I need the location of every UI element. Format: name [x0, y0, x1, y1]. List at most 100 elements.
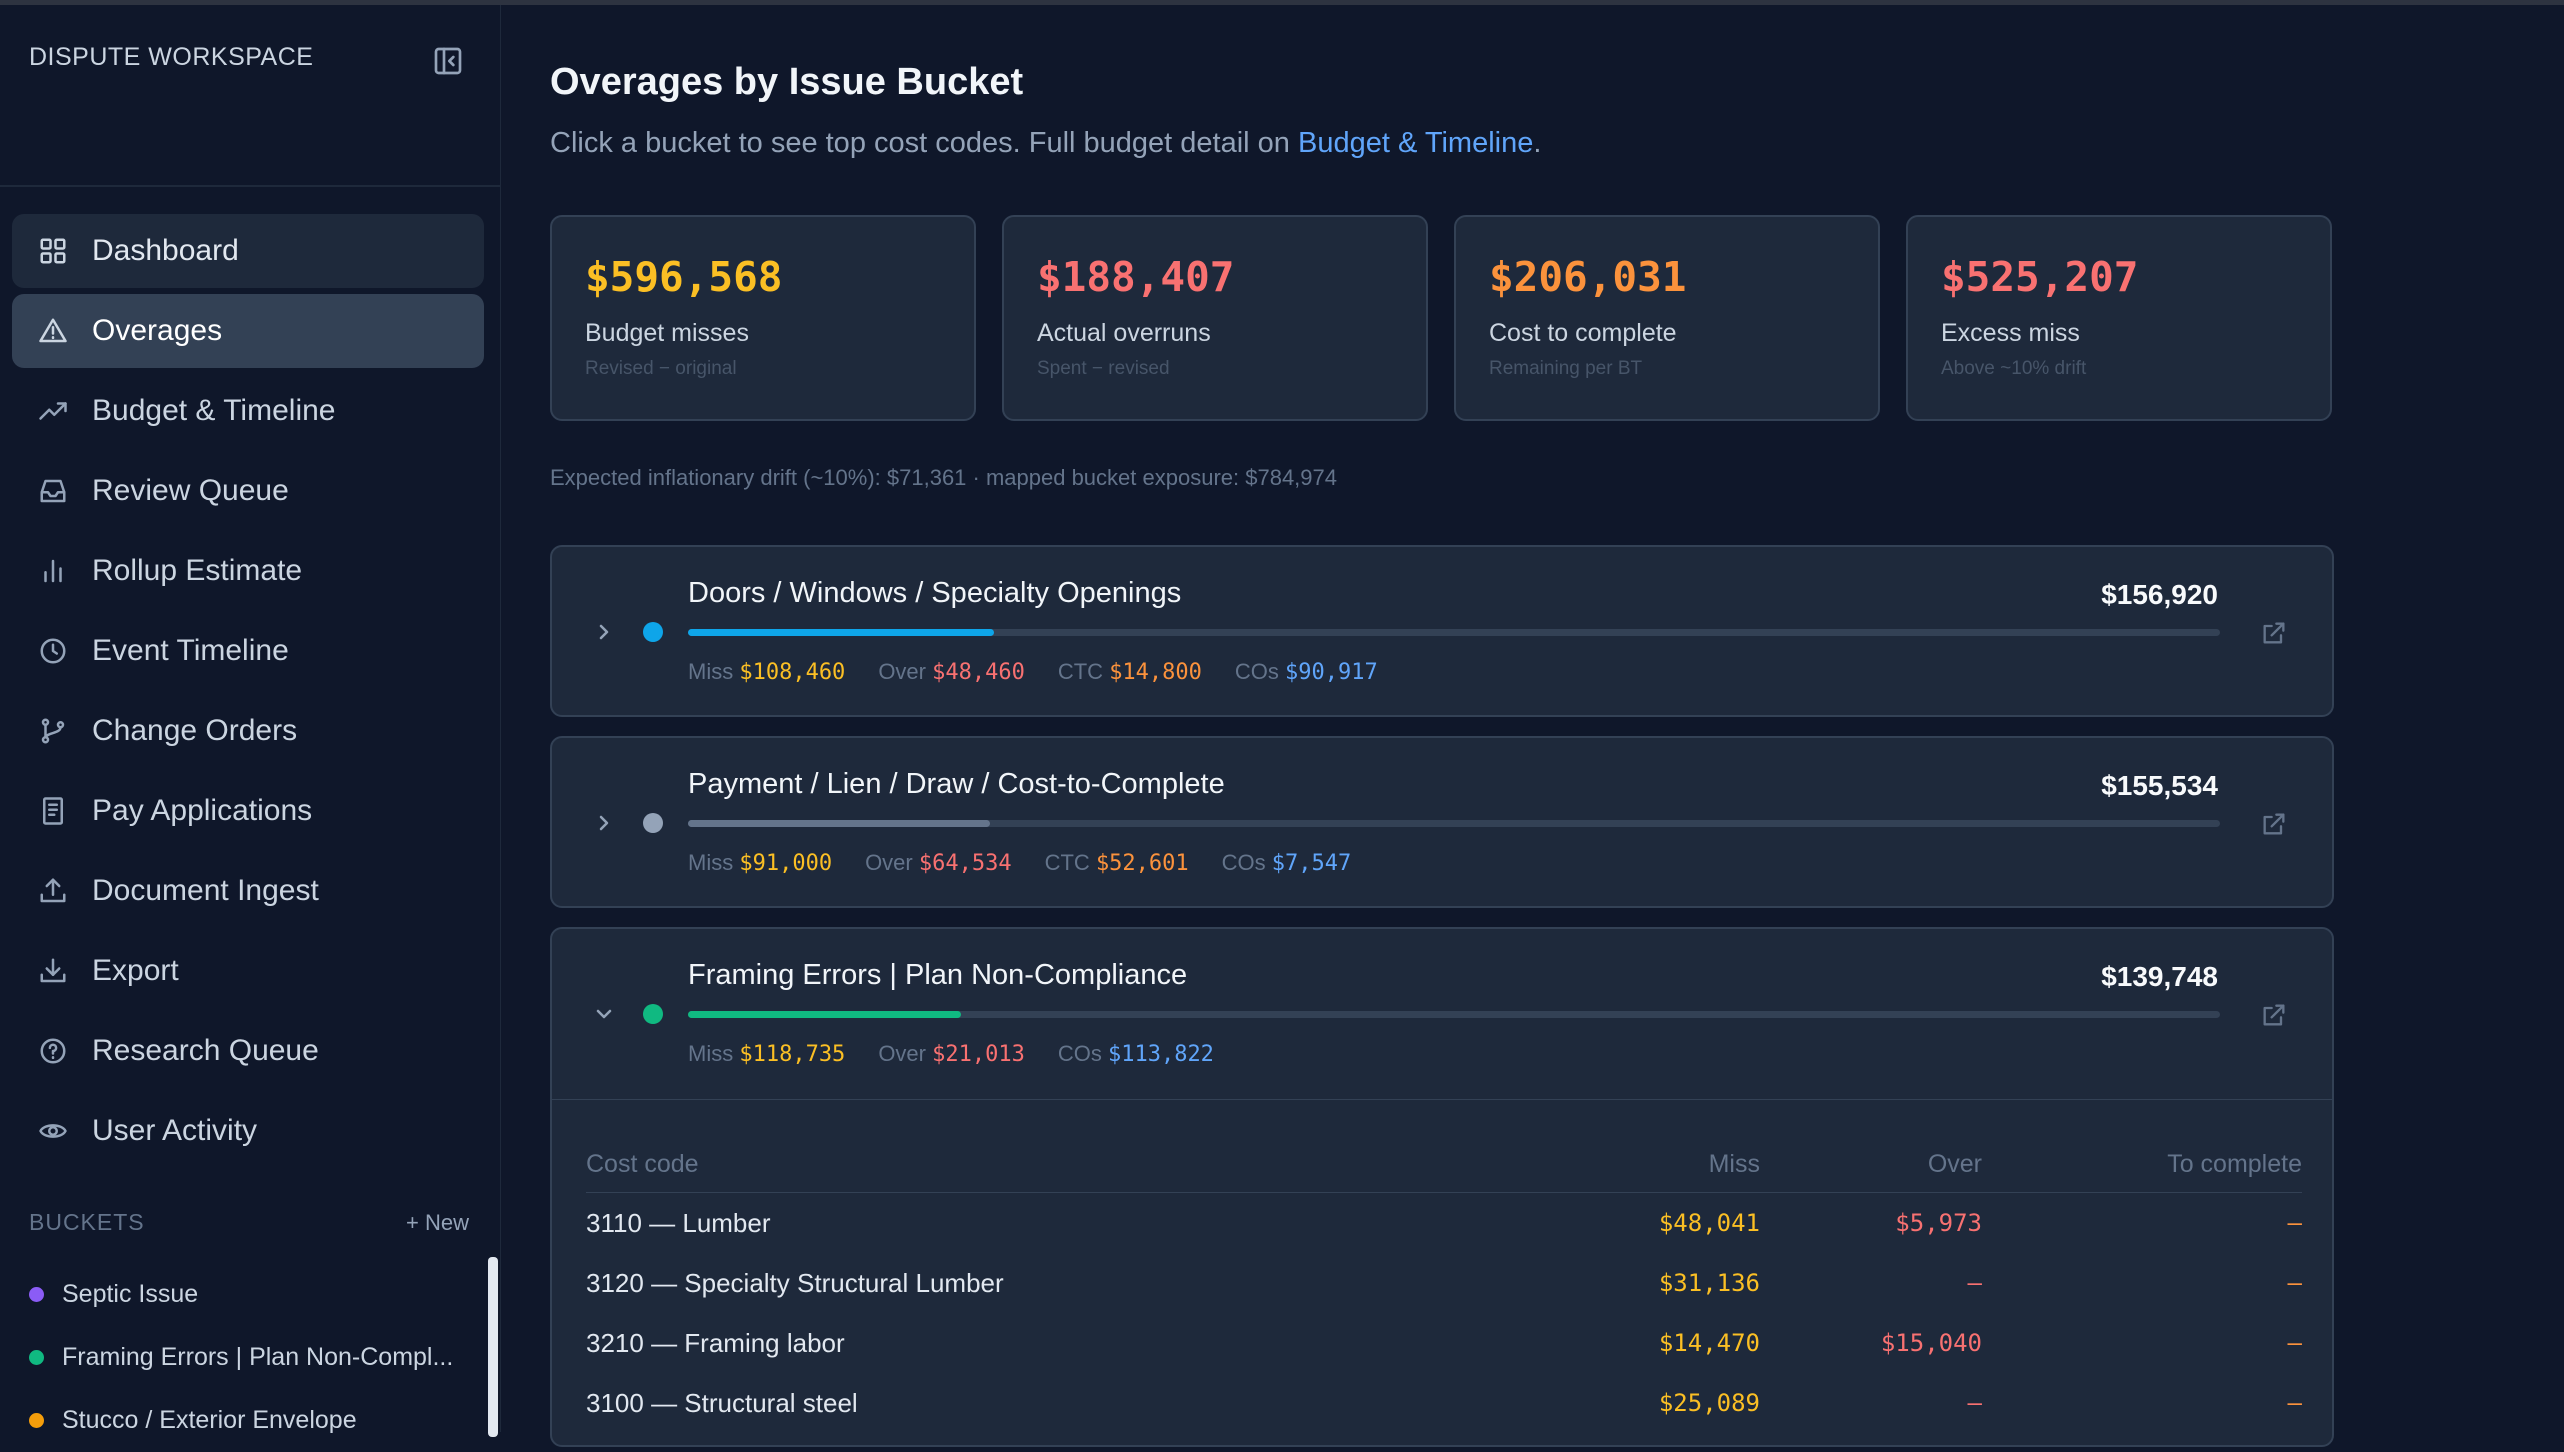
metric-value: $91,000 [739, 851, 833, 876]
metric-label: Over [878, 1041, 926, 1066]
bucket-name[interactable]: Doors / Windows / Specialty Openings [688, 577, 1182, 609]
metric-value: $90,917 [1285, 660, 1378, 685]
bucket-total: $155,534 [2101, 770, 2218, 801]
trending-up-icon [38, 396, 68, 426]
bucket-name[interactable]: Payment / Lien / Draw / Cost-to-Complete [688, 768, 1225, 800]
sidebar-item-pay-applications[interactable]: Pay Applications [12, 774, 484, 848]
external-link-icon[interactable] [2260, 619, 2288, 647]
metric-value: $108,460 [739, 660, 846, 685]
bucket-color-dot [29, 1287, 44, 1302]
cost-code-cell: 3120 — Specialty Structural Lumber [586, 1267, 1004, 1298]
to-complete-cell: – [2287, 1209, 2302, 1237]
stat-hint: Revised − original [585, 358, 737, 379]
metric-label: Miss [688, 659, 734, 684]
upload-icon [38, 876, 68, 906]
miss-cell: $14,470 [1658, 1329, 1760, 1357]
collapse-sidebar-button[interactable] [432, 45, 464, 77]
sidebar-item-label: Event Timeline [92, 634, 289, 667]
to-complete-cell: – [2287, 1269, 2302, 1297]
cost-code-cell: 3210 — Framing labor [586, 1327, 845, 1358]
metric-ctc: CTC $52,601 [1045, 850, 1189, 876]
bucket-color-dot [29, 1413, 44, 1428]
over-cell: $15,040 [1880, 1329, 1982, 1357]
chevron-down-icon[interactable] [592, 1002, 616, 1026]
sidebar-bucket-item[interactable]: Septic Issue [29, 1263, 469, 1326]
bucket-card[interactable]: Framing Errors | Plan Non-Compliance $139… [550, 927, 2334, 1447]
new-bucket-button[interactable]: + New [406, 1209, 469, 1235]
sidebar-scrollbar[interactable] [488, 1257, 498, 1437]
external-link-icon[interactable] [2260, 810, 2288, 838]
metric-label: COs [1057, 1041, 1102, 1066]
sidebar-item-dashboard[interactable]: Dashboard [12, 214, 484, 288]
sidebar-item-research-queue[interactable]: Research Queue [12, 1014, 484, 1088]
column-header: To complete [2167, 1149, 2302, 1178]
metric-label: Over [865, 850, 913, 875]
metric-miss: Miss $118,735 [688, 1041, 845, 1067]
dashboard-grid-icon [38, 236, 68, 266]
metric-miss: Miss $91,000 [688, 850, 832, 876]
sidebar-item-export[interactable]: Export [12, 934, 484, 1008]
over-cell: $5,973 [1895, 1209, 1982, 1237]
sidebar-item-budget-timeline[interactable]: Budget & Timeline [12, 374, 484, 448]
bucket-label: Framing Errors | Plan Non-Compl... [62, 1343, 454, 1371]
sidebar-bucket-item[interactable]: Stucco / Exterior Envelope [29, 1389, 469, 1452]
sidebar-item-label: User Activity [92, 1114, 258, 1147]
metric-value: $21,013 [932, 1042, 1025, 1067]
sidebar-item-user-activity[interactable]: User Activity [12, 1094, 484, 1168]
bucket-progress-fill [688, 1011, 961, 1018]
stat-cards: $596,568 Budget misses Revised − original $… [550, 215, 2334, 421]
sidebar-item-label: Dashboard [92, 234, 239, 267]
bucket-progress-fill [688, 629, 995, 636]
chevron-right-icon[interactable] [592, 620, 616, 644]
table-row[interactable]: 3210 — Framing labor $14,470 $15,040 – [586, 1313, 2302, 1373]
sidebar-item-overages[interactable]: Overages [12, 294, 484, 368]
column-header: Cost code [586, 1149, 699, 1178]
bucket-name[interactable]: Framing Errors | Plan Non-Compliance [688, 959, 1188, 991]
external-link-icon[interactable] [2260, 1001, 2288, 1029]
stat-card: $188,407 Actual overruns Spent − revised [1002, 215, 1428, 421]
sidebar-item-event-timeline[interactable]: Event Timeline [12, 614, 484, 688]
stat-value: $596,568 [585, 253, 783, 301]
metric-label: CTC [1057, 659, 1104, 684]
metric-over: Over $64,534 [865, 850, 1012, 876]
sidebar-item-review-queue[interactable]: Review Queue [12, 454, 484, 528]
bucket-label: Septic Issue [62, 1280, 199, 1308]
metric-value: $48,460 [932, 660, 1025, 685]
metric-miss: Miss $108,460 [688, 659, 845, 685]
workspace-title: DISPUTE WORKSPACE [29, 43, 314, 71]
sidebar-item-document-ingest[interactable]: Document Ingest [12, 854, 484, 928]
sidebar-item-label: Pay Applications [92, 794, 313, 827]
stat-label: Cost to complete [1489, 319, 1677, 347]
bucket-status-dot [643, 1004, 663, 1024]
sidebar-bucket-item[interactable]: Framing Errors | Plan Non-Compl... [29, 1326, 469, 1389]
bucket-card[interactable]: Doors / Windows / Specialty Openings $156… [550, 545, 2334, 717]
metric-over: Over $21,013 [878, 1041, 1025, 1067]
stat-card: $525,207 Excess miss Above ~10% drift [1906, 215, 2332, 421]
metric-ctc: CTC $14,800 [1058, 659, 1202, 685]
bucket-card[interactable]: Payment / Lien / Draw / Cost-to-Complete… [550, 736, 2334, 908]
metric-label: Miss [688, 850, 734, 875]
bucket-status-dot [643, 622, 663, 642]
inbox-icon [38, 476, 68, 506]
buckets-header: BUCKETS + New [29, 1209, 469, 1236]
stat-card: $596,568 Budget misses Revised − original [550, 215, 976, 421]
stat-hint: Above ~10% drift [1941, 358, 2087, 379]
sidebar-item-label: Change Orders [92, 714, 298, 747]
table-row[interactable]: 3100 — Structural steel $25,089 – – [586, 1373, 2302, 1433]
sidebar-item-rollup-estimate[interactable]: Rollup Estimate [12, 534, 484, 608]
stat-label: Actual overruns [1037, 319, 1211, 347]
page-title: Overages by Issue Bucket [550, 61, 1024, 103]
miss-cell: $48,041 [1658, 1209, 1760, 1237]
stat-value: $206,031 [1489, 253, 1687, 301]
table-row[interactable]: 3110 — Lumber $48,041 $5,973 – [586, 1193, 2302, 1253]
bucket-metrics: Miss $118,735 Over $21,013 COs $113,822 [688, 1041, 1214, 1067]
subtitle-suffix: . [1533, 127, 1542, 159]
sidebar-item-change-orders[interactable]: Change Orders [12, 694, 484, 768]
table-row[interactable]: 3120 — Specialty Structural Lumber $31,13… [586, 1253, 2302, 1313]
stat-label: Budget misses [585, 319, 749, 347]
metric-label: Miss [688, 1041, 734, 1066]
budget-timeline-link[interactable]: Budget & Timeline [1297, 127, 1534, 159]
sidebar-item-label: Rollup Estimate [92, 554, 303, 587]
chevron-right-icon[interactable] [592, 811, 616, 835]
metric-value: $113,822 [1107, 1042, 1214, 1067]
